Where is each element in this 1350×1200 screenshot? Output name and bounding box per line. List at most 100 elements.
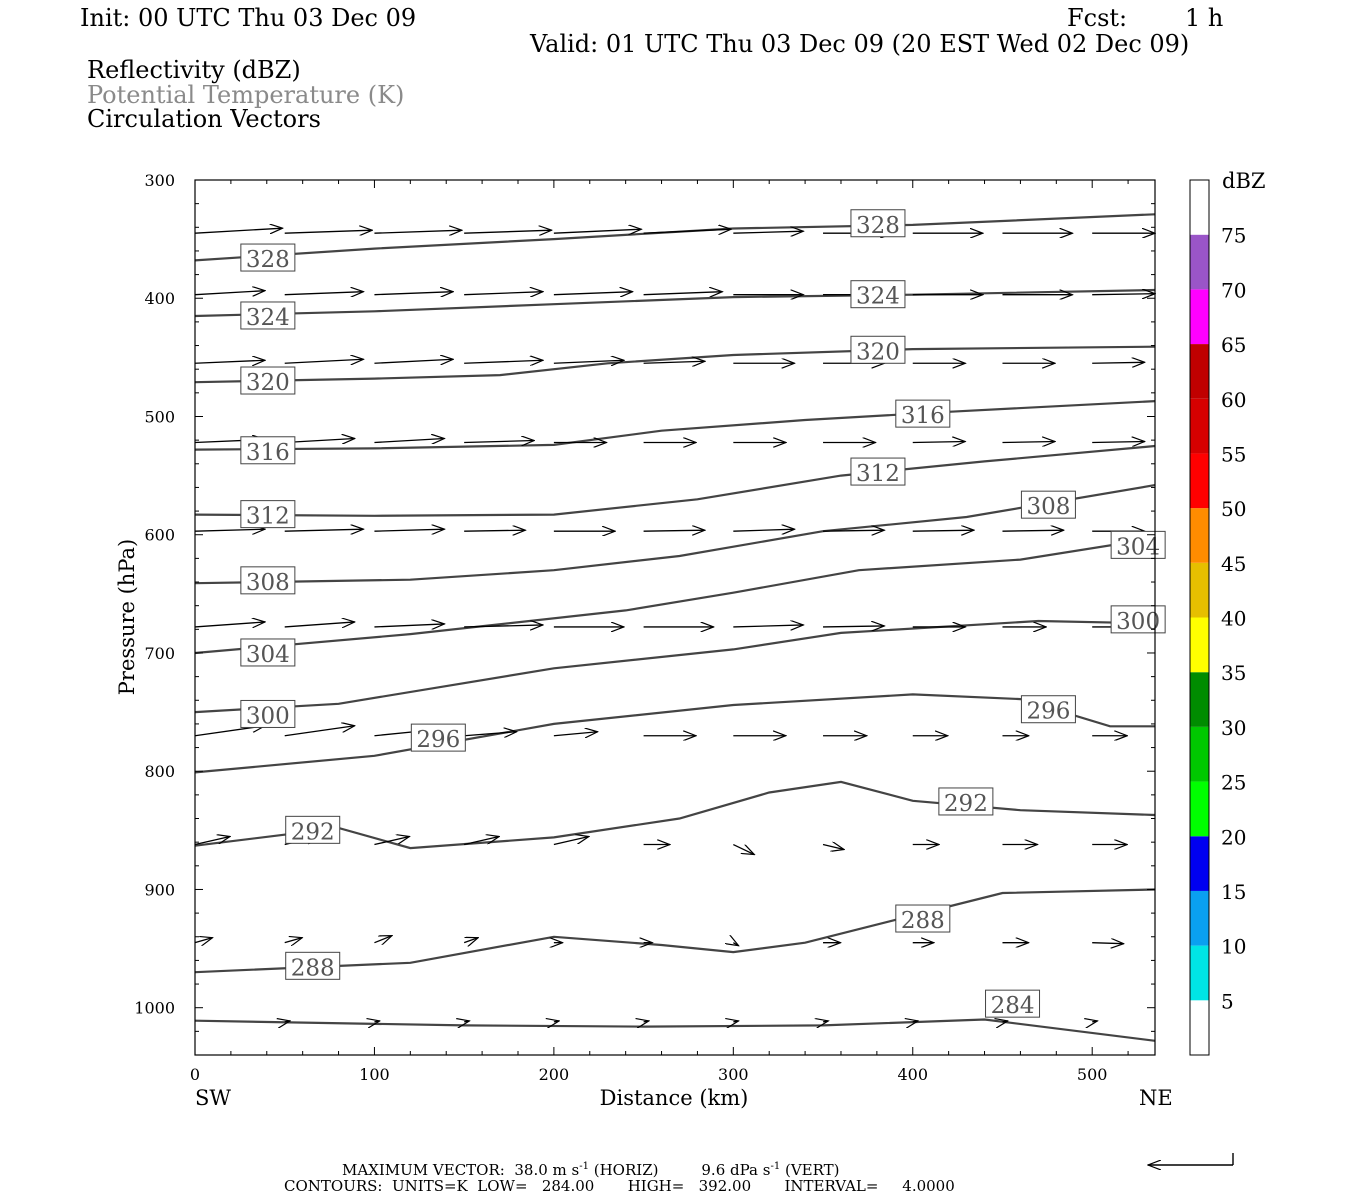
x-tick-label: 400 [897,1065,928,1084]
circulation-vector [823,626,884,627]
circulation-vector [913,1021,918,1022]
contour-info: CONTOURS: UNITS=K LOW= 284.00 HIGH= 392.… [284,1177,955,1195]
circulation-vector [643,292,723,295]
colorbar-label: 45 [1221,552,1246,576]
circulation-vector [284,529,364,531]
circulation-vector [285,1021,290,1022]
isentrope-label: 304 [1116,534,1160,560]
circulation-vector [194,529,265,531]
colorbar-segment [1190,344,1209,399]
circulation-vector [464,230,552,233]
circulation-vector [553,732,598,736]
circulation-vector [284,938,303,943]
colorbar-label: 55 [1221,442,1246,466]
colorbar-label: 25 [1221,771,1246,795]
plot-frame [194,179,1156,1056]
y-axis-title: Pressure (hPa) [115,539,139,695]
isentrope-label: 328 [856,213,900,239]
circulation-vector [1002,530,1063,531]
circulation-vector [643,530,705,531]
y-tick-label: 500 [144,407,175,426]
isentrope-label: 292 [291,819,335,845]
circulation-vector [464,441,534,443]
circulation-vector [464,1021,469,1022]
colorbar-segment [1190,945,1209,1001]
circulation-vector [1092,1021,1097,1022]
isentrope-label: 312 [856,461,900,487]
circulation-vector [194,837,230,846]
circulation-vector [374,292,453,295]
circulation-vector [374,529,444,531]
isentrope-label-box [410,723,466,752]
circulation-vector [1092,294,1155,295]
valid-time: Valid: 01 UTC Thu 03 Dec 09 (20 EST Wed … [530,30,1190,58]
isentrope-label-box [850,209,906,238]
colorbar-label: 75 [1221,224,1246,248]
init-time: Init: 00 UTC Thu 03 Dec 09 [80,4,417,32]
forecast-label: Fcst: [1067,4,1128,32]
isentrope-296 [194,693,1155,774]
colorbar-segment [1190,234,1209,290]
isentrope-label: 288 [291,955,335,981]
circulation-vector [644,1021,649,1022]
circulation-vector [284,230,373,233]
circulation-vector [284,292,364,295]
circulation-vector [733,231,803,233]
colorbar-segment [1190,453,1209,509]
unit-exponent: -1 [770,1161,781,1172]
circulation-vector [374,439,444,443]
circulation-vector [284,622,355,627]
circulation-vector [464,292,543,295]
circulation-vector [553,229,642,233]
legend-reflectivity: Reflectivity (dBZ) [87,56,301,84]
isentrope-label: 308 [1026,494,1070,520]
colorbar-label: 50 [1221,497,1246,521]
y-tick-label: 600 [144,526,175,545]
circulation-vector [374,624,444,627]
circulation-vector [194,360,265,363]
circulation-vector [912,530,974,531]
colorbar-label: 30 [1221,716,1246,740]
isentrope-label-box [240,699,296,728]
y-tick-label: 300 [144,171,175,190]
x-left-direction: SW [195,1086,231,1110]
circulation-vector [464,732,517,736]
isentrope-label-box [240,243,296,272]
circulation-vector [823,530,884,531]
isentrope-label-box [240,366,296,395]
circulation-vector [1092,442,1145,443]
isentrope-label-box [850,335,906,364]
isentrope-label-box [1110,530,1166,559]
isentrope-label: 320 [246,370,290,396]
colorbar-title: dBZ [1222,169,1265,193]
isentrope-label-box [895,399,951,428]
colorbar-segment [1190,726,1209,782]
circulation-vector [464,530,525,531]
isentrope-label-box [850,457,906,486]
colorbar-segment [1190,1000,1209,1055]
isentrope-label: 300 [246,703,290,729]
colorbar-segment [1190,508,1209,563]
x-tick-label: 500 [1077,1065,1108,1084]
y-tick-label: 1000 [134,999,175,1018]
circulation-vector [553,292,633,295]
y-tick-label: 900 [144,880,175,899]
isentrope-304 [194,537,1156,655]
isentrope-label: 300 [1116,609,1160,635]
legend-circulation-vectors: Circulation Vectors [87,105,321,133]
colorbar-label: 40 [1221,607,1246,631]
colorbar-label: 15 [1221,880,1246,904]
isentrope-label-box [895,904,951,933]
isentrope-label: 304 [246,642,290,668]
colorbar-segment [1190,672,1209,727]
isentrope-label-box [850,280,906,309]
isentrope-320 [194,345,1156,384]
colorbar-label: 60 [1221,388,1246,412]
circulation-vector [464,625,543,627]
circulation-vector [464,837,499,846]
circulation-vector [733,1021,738,1022]
colorbar-label: 10 [1221,935,1246,959]
y-tick-label: 800 [144,762,175,781]
x-tick-label: 200 [539,1065,570,1084]
